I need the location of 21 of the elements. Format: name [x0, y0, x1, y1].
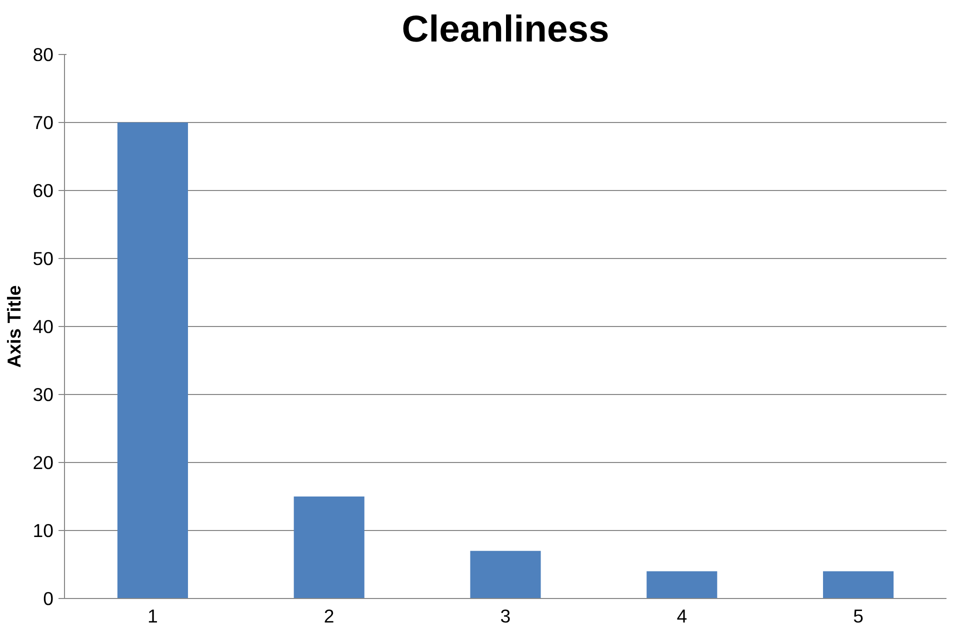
bar — [823, 571, 894, 598]
y-tick-label: 30 — [32, 384, 54, 405]
y-tick-label: 70 — [32, 112, 54, 133]
y-tick-label: 0 — [43, 588, 54, 609]
y-tick-label: 60 — [32, 180, 54, 201]
x-tick-label: 3 — [500, 606, 511, 626]
x-tick-label: 1 — [148, 606, 158, 626]
x-tick-label: 4 — [676, 606, 688, 626]
bar — [117, 122, 188, 598]
chart-title: Cleanliness — [402, 8, 610, 50]
x-tick-label: 5 — [853, 606, 864, 626]
bar — [470, 550, 541, 598]
x-tick-label: 2 — [324, 606, 334, 626]
y-tick-label: 80 — [32, 44, 54, 65]
y-tick-label: 10 — [32, 520, 54, 541]
y-tick-label: 50 — [32, 248, 54, 269]
y-tick-label: 20 — [32, 452, 54, 473]
bar — [646, 571, 718, 598]
y-tick-label: 40 — [32, 316, 54, 337]
bar — [294, 496, 364, 598]
y-axis-title: Axis Title — [4, 285, 25, 368]
